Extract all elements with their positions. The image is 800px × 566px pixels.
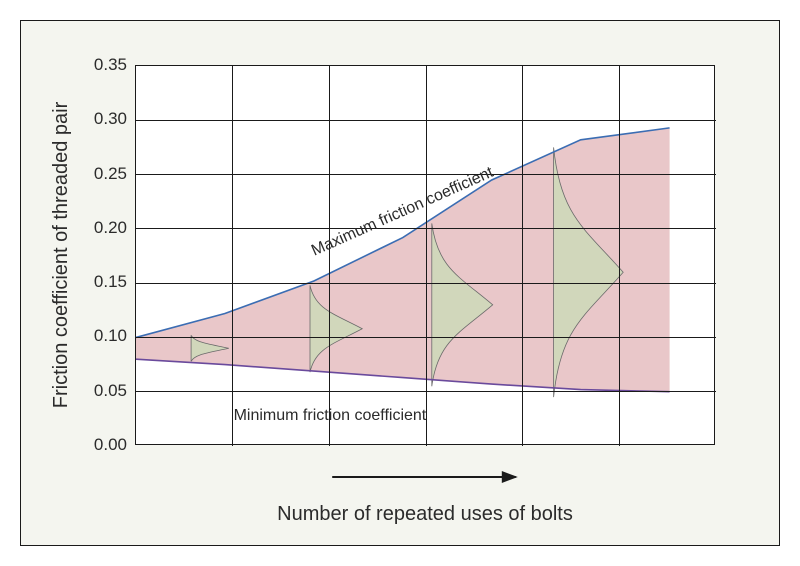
y-tick-label: 0.20 <box>94 218 127 238</box>
y-tick-label: 0.10 <box>94 326 127 346</box>
y-tick-label: 0.15 <box>94 272 127 292</box>
y-tick-label: 0.30 <box>94 109 127 129</box>
y-tick-label: 0.00 <box>94 435 127 455</box>
y-tick-label: 0.35 <box>94 55 127 75</box>
y-tick-label: 0.25 <box>94 164 127 184</box>
y-tick-label: 0.05 <box>94 381 127 401</box>
